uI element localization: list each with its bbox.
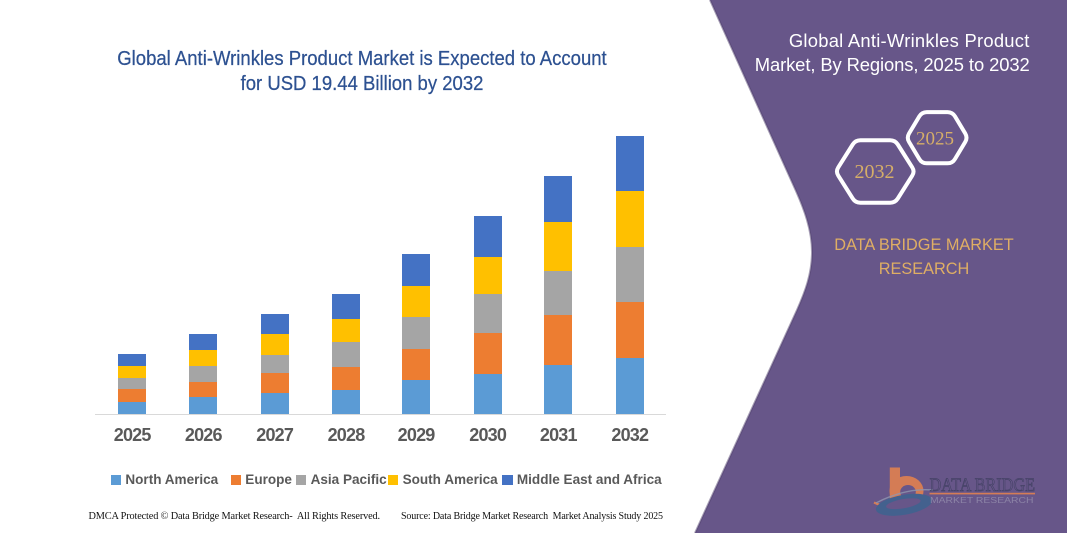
svg-text:DATA BRIDGE: DATA BRIDGE (930, 475, 1036, 496)
svg-text:2032: 2032 (855, 161, 895, 183)
svg-text:2025: 2025 (916, 129, 954, 150)
svg-text:MARKET RESEARCH: MARKET RESEARCH (930, 496, 1034, 505)
